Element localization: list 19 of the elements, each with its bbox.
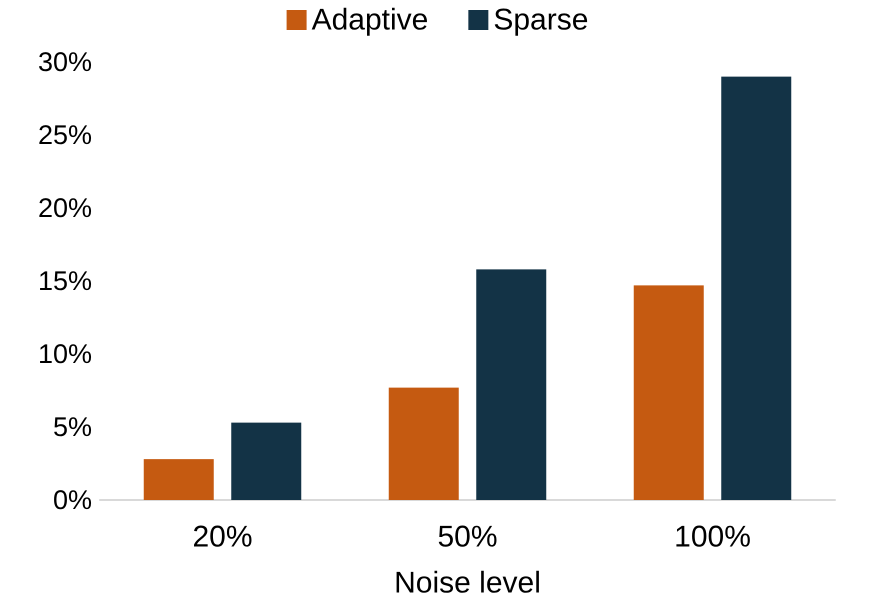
bar: [721, 76, 792, 500]
y-tick-label: 0%: [52, 485, 92, 515]
bar: [476, 269, 546, 500]
y-tick-label: 25%: [38, 120, 92, 150]
y-tick-label: 10%: [38, 339, 92, 369]
y-tick-label: 20%: [38, 193, 92, 223]
legend-label: Adaptive: [312, 4, 428, 36]
bar: [634, 285, 704, 500]
y-tick-label: 30%: [38, 47, 92, 77]
x-tick-label: 20%: [192, 520, 253, 554]
y-tick-label: 5%: [52, 412, 92, 442]
x-tick-label: 50%: [437, 520, 498, 554]
bar: [144, 459, 214, 500]
x-axis-title: Noise level: [394, 566, 541, 600]
legend-label: Sparse: [493, 4, 588, 36]
bar: [231, 422, 302, 500]
x-tick-label: 100%: [674, 520, 751, 554]
y-tick-label: 15%: [38, 266, 92, 296]
bar: [388, 388, 459, 500]
